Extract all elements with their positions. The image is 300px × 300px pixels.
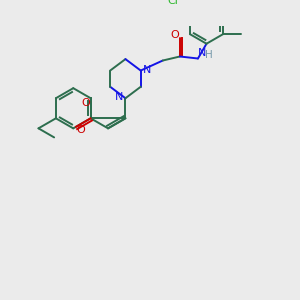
Text: N: N (143, 64, 151, 75)
Text: Cl: Cl (167, 0, 178, 6)
Text: O: O (76, 124, 85, 135)
Text: N: N (197, 48, 206, 58)
Text: N: N (115, 92, 123, 102)
Text: H: H (205, 50, 213, 60)
Text: O: O (82, 98, 91, 108)
Text: O: O (170, 30, 179, 40)
